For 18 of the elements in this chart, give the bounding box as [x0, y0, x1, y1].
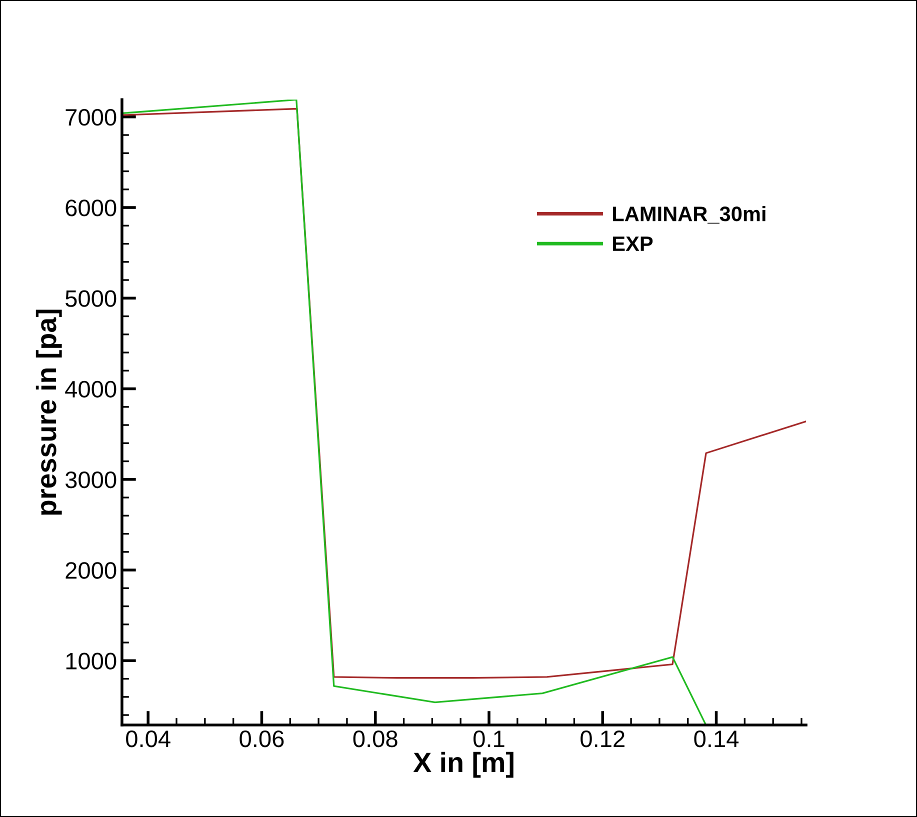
y-tick-label: 1000	[66, 652, 116, 670]
y-tick-label: 7000	[66, 108, 116, 126]
x-tick-label: 0.04	[126, 730, 170, 748]
x-tick-label: 0.14	[694, 730, 739, 748]
x-tick-label: 0.06	[240, 730, 284, 748]
x-tick-label: 0.1	[474, 730, 504, 748]
x-tick-label: 0.08	[353, 730, 398, 748]
y-tick-label: 5000	[66, 290, 116, 307]
x-tick-label: 0.12	[580, 730, 624, 748]
x-axis-title: X in [m]	[413, 752, 514, 778]
legend-label: EXP	[613, 236, 653, 251]
y-tick-label: 6000	[66, 200, 116, 216]
y-tick-label: 4000	[65, 380, 116, 398]
y-tick-label: 3000	[65, 471, 116, 488]
y-tick-label: 2000	[66, 562, 116, 579]
legend-label: LAMINAR_30mi	[613, 206, 766, 224]
line-series	[122, 108, 806, 679]
y-axis-title: pressure in [pa]	[36, 310, 62, 515]
